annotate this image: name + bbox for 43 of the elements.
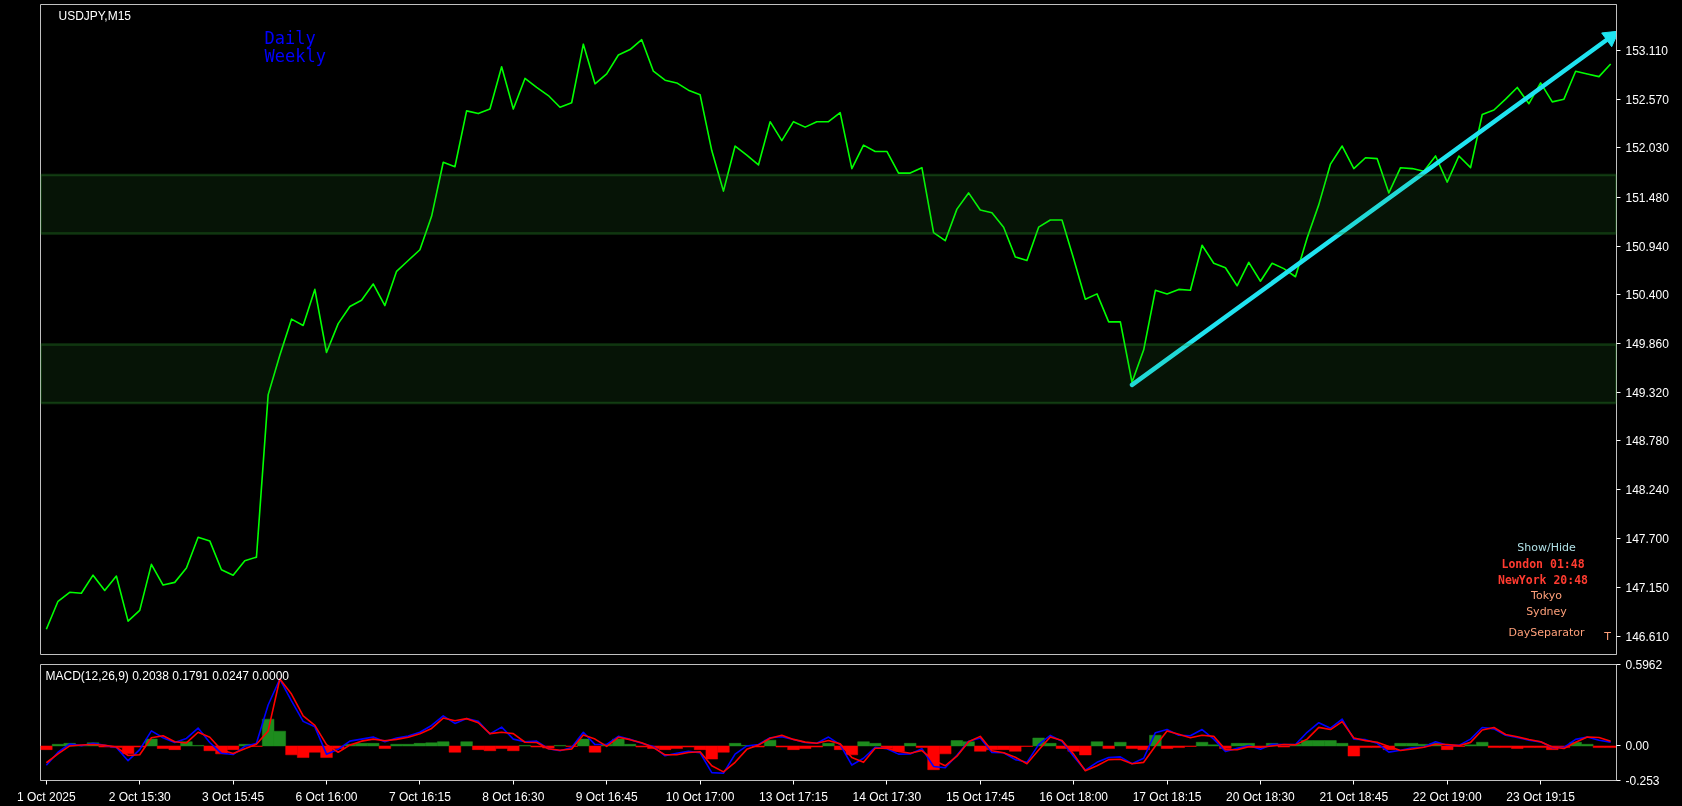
x-tick-label: 3 Oct 15:45 [202,789,265,804]
x-tick-label: 21 Oct 18:45 [1319,789,1389,804]
y-tick-label: 152.030 [1625,141,1670,156]
y-tick-label: 147.150 [1625,581,1670,596]
y-tick-label: 153.110 [1625,43,1669,58]
annotation: Sydney [1526,605,1568,618]
annotation: Show/Hide [1517,541,1576,554]
y-tick-label: 0.5962 [1625,658,1663,672]
y-tick-label: 151.480 [1625,190,1670,205]
y-tick-label: 146.610 [1625,629,1670,644]
x-tick-label: 10 Oct 17:00 [665,789,735,804]
annotation: Daily [264,27,316,48]
y-tick-label: -0.253 [1625,774,1660,788]
x-tick-label: 20 Oct 18:30 [1226,789,1296,804]
annotation: London 01:48 [1501,556,1585,571]
annotation: T [1603,630,1612,643]
x-tick-label: 14 Oct 17:30 [852,789,922,804]
chart-title: USDJPY,M15 [58,8,132,23]
annotation: Tokyo [1530,589,1563,602]
annotation: NewYork 20:48 [1498,572,1589,587]
chart-title: MACD(12,26,9) 0.2038 0.1791 0.0247 0.0000 [45,668,290,683]
x-tick-label: 2 Oct 15:30 [108,789,172,804]
y-tick-label: 147.700 [1625,531,1670,546]
y-tick-label: 148.240 [1625,483,1670,498]
x-tick-label: 7 Oct 16:15 [388,789,452,804]
x-tick-label: 9 Oct 16:45 [575,789,639,804]
x-tick-label: 23 Oct 19:15 [1506,789,1576,804]
x-tick-label: 6 Oct 16:00 [295,789,358,804]
y-tick-label: 149.320 [1625,385,1670,400]
x-tick-label: 15 Oct 17:45 [945,789,1015,804]
annotation: DaySeparator [1508,626,1585,639]
x-tick-label: 1 Oct 2025 [16,789,77,804]
x-tick-label: 17 Oct 18:15 [1132,789,1202,804]
x-tick-label: 22 Oct 19:00 [1412,789,1482,804]
x-tick-label: 13 Oct 17:15 [759,789,829,804]
y-tick-label: 150.400 [1625,288,1670,303]
x-tick-label: 16 Oct 18:00 [1039,789,1109,804]
x-tick-label: 8 Oct 16:30 [482,789,545,804]
y-tick-label: 148.780 [1625,434,1670,449]
y-tick-label: 0.00 [1625,739,1650,754]
y-tick-label: 152.570 [1625,92,1670,107]
y-tick-label: 149.860 [1625,336,1670,351]
y-tick-label: 150.940 [1625,239,1670,254]
